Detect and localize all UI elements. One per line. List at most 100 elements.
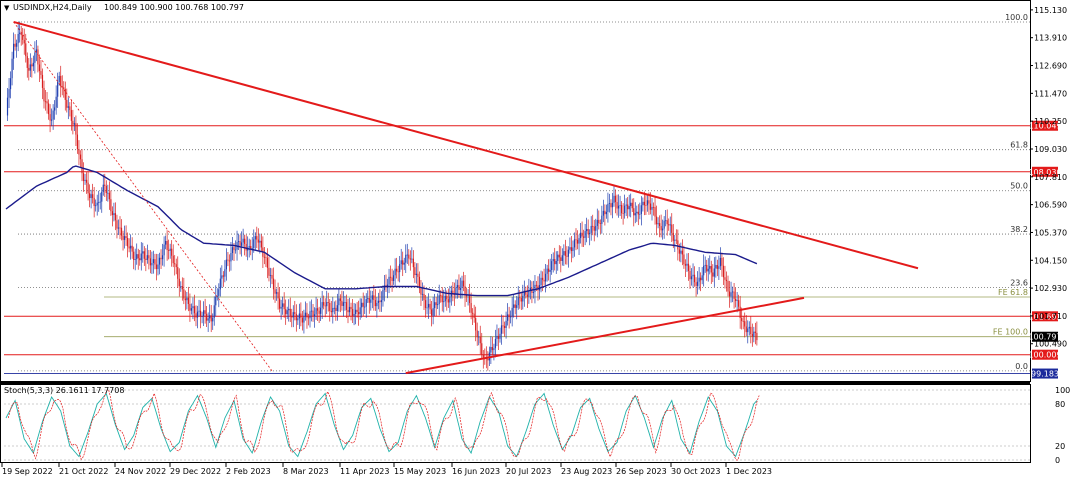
header-arrow-icon[interactable]: ▼ [4,4,10,12]
level-price-tag-text: 100.009 [1028,351,1061,360]
candle-body [470,303,472,313]
candle-body [549,270,551,272]
candle-body [230,253,232,262]
candle-body [133,251,135,261]
ohlc-label: 100.849 100.900 100.768 100.797 [104,3,244,12]
candle-body [500,325,503,334]
candle-body [681,250,683,255]
candle-body [624,205,626,214]
candle-body [324,305,326,307]
candle-body [95,205,97,207]
price-axis-label: 104.150 [1034,256,1067,265]
candle-body [58,75,60,82]
fib-level-label: 50.0 [1010,182,1028,191]
candle-body [528,290,530,297]
candle-body [700,277,702,281]
candle-body [596,219,598,226]
candle-body [437,304,439,306]
candle-body [423,293,425,301]
candle-body [379,300,381,303]
date-axis-label: 1 Dec 2023 [726,467,772,476]
candle-body [193,306,196,314]
candle-body [403,262,405,265]
level-price-tag [1032,311,1058,322]
candle-body [382,290,384,301]
candle-body [280,306,282,309]
trendline [405,296,805,375]
candle-body [593,226,595,231]
candle-body [253,239,255,249]
candle-body [69,106,71,111]
candle-body [154,259,156,265]
candle-body [704,264,706,266]
fib-level-label: 100.0 [1005,13,1028,22]
candle-body [563,251,565,256]
candle-body [438,295,440,305]
moving-average-line [5,165,758,297]
candle-body [209,315,211,319]
candle-body [361,302,363,308]
candle-body [427,303,430,308]
candle-body [722,265,725,278]
candle-body [689,271,691,280]
candle-body [99,201,101,203]
candle-body [288,308,290,311]
candle-body [245,243,247,251]
candle-body [210,315,212,322]
date-axis-label: 15 May 2023 [394,467,446,476]
candle-body [491,346,493,351]
candle-body [671,224,673,233]
candle-body [351,309,354,316]
candle-body [514,304,516,308]
level-price-tag [1032,120,1058,131]
candle-body [748,326,750,329]
candle-body [130,245,132,249]
price-axis-label: 115.130 [1034,6,1067,15]
candle-body [149,258,151,266]
candle-body [301,317,303,323]
candle-body [660,226,662,231]
candle-body [552,259,554,262]
candle-body [367,298,369,300]
candle-body [8,89,10,98]
candle-body [672,232,674,241]
candle-body [621,205,623,214]
level-price-tag-text: 99.183 [1031,370,1059,379]
candle-body [244,238,246,244]
candle-body [397,271,399,273]
candle-body [411,258,413,260]
candle-body [640,205,642,214]
candle-body [654,207,656,217]
candle-body [548,268,550,272]
candle-body [204,310,206,314]
candle-body [23,39,25,44]
candle-body [502,325,504,327]
candle-body [472,312,474,314]
candle-body [586,228,588,232]
candle-body [84,179,86,181]
candle-body [508,314,510,318]
candle-body [184,298,186,301]
candle-body [396,268,398,272]
candle-body [218,289,220,296]
candle-body [320,307,322,314]
candle-body [92,194,94,198]
candle-body [295,313,297,321]
candle-body [432,308,434,316]
fe-level-label: FE 61.8 [998,288,1028,297]
candle-body [406,254,408,256]
candle-body [90,194,92,199]
candle-body [227,259,229,261]
candle-body [195,313,197,318]
candle-body [371,295,373,300]
candle-body [400,260,402,265]
candle-body [35,49,37,53]
candle-body [233,247,235,250]
candle-body [152,259,155,263]
candle-body [38,64,41,72]
candle-body [473,313,475,319]
candle-body [254,236,256,240]
candle-body [666,220,668,225]
